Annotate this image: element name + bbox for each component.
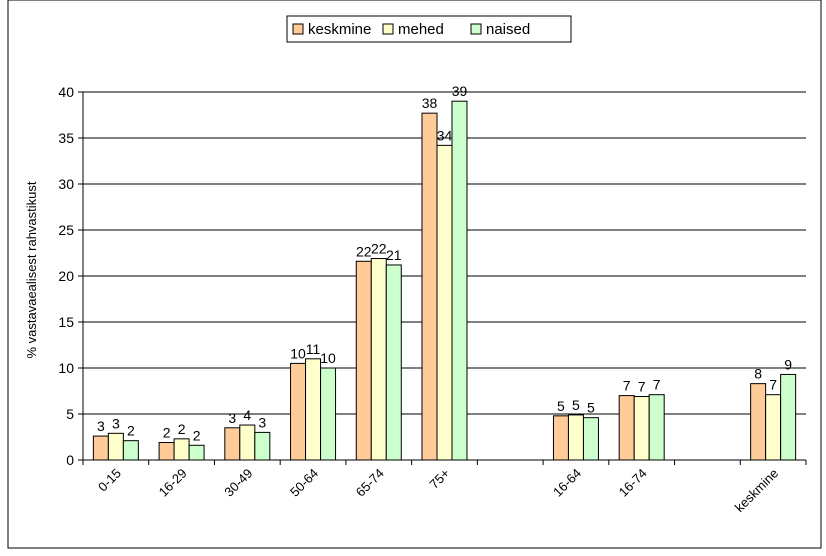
data-label: 4 [243, 407, 251, 423]
legend-swatch-mehed [382, 23, 394, 35]
bar-keskmine-30-49 [224, 427, 241, 461]
data-label: 8 [754, 366, 762, 382]
bar-keskmine-0-15 [92, 435, 109, 461]
y-axis-label: % vastavaealisest rahvastikust [24, 181, 39, 358]
bar-naised-16-74 [648, 394, 665, 461]
y-tick-label: 40 [58, 84, 74, 100]
legend-label-mehed: mehed [398, 21, 444, 38]
bar-naised-30-49 [254, 431, 271, 461]
bar-mehed-16-64 [567, 414, 584, 461]
data-label: 21 [386, 247, 402, 263]
legend: keskmine mehed naised [286, 15, 572, 43]
bar-naised-keskmine [780, 373, 797, 461]
bar-mehed-keskmine [765, 394, 782, 461]
bar-mehed-30-49 [239, 424, 256, 461]
legend-swatch-naised [470, 23, 482, 35]
data-label: 10 [320, 350, 336, 366]
data-label: 3 [228, 410, 236, 426]
data-label: 2 [193, 427, 201, 443]
y-tick-label: 30 [58, 176, 74, 192]
data-label: 2 [163, 425, 171, 441]
legend-box [286, 15, 572, 43]
bar-keskmine-keskmine [750, 383, 767, 461]
data-label: 34 [437, 127, 453, 143]
data-label: 5 [572, 397, 580, 413]
y-tick-label: 10 [58, 360, 74, 376]
bar-keskmine-16-74 [618, 395, 635, 461]
y-tick-label: 5 [66, 406, 74, 422]
y-tick-label: 15 [58, 314, 74, 330]
bar-mehed-65-74 [370, 258, 387, 461]
bar-mehed-75+ [436, 144, 453, 461]
data-label: 22 [371, 241, 387, 257]
data-label: 38 [422, 95, 438, 111]
data-label: 5 [557, 398, 565, 414]
data-label: 7 [769, 377, 777, 393]
data-label: 3 [112, 415, 120, 431]
bar-mehed-50-64 [305, 358, 322, 461]
bar-mehed-0-15 [107, 432, 124, 461]
y-tick-label: 20 [58, 268, 74, 284]
data-label: 10 [290, 345, 306, 361]
bar-keskmine-65-74 [355, 260, 372, 461]
data-label: 22 [356, 243, 372, 259]
bar-keskmine-16-64 [552, 415, 569, 461]
bar-naised-75+ [451, 100, 468, 461]
bar-naised-16-64 [582, 417, 599, 461]
data-label: 39 [452, 83, 468, 99]
bar-naised-16-29 [188, 444, 205, 461]
bar-naised-65-74 [385, 264, 402, 461]
bar-mehed-16-74 [633, 396, 650, 461]
chart-border [7, 0, 822, 549]
data-label: 7 [638, 379, 646, 395]
data-label: 7 [623, 378, 631, 394]
y-tick-label: 0 [66, 452, 74, 468]
legend-label-keskmine: keskmine [308, 21, 371, 38]
y-tick-label: 35 [58, 130, 74, 146]
bar-keskmine-75+ [421, 112, 438, 461]
bar-keskmine-50-64 [290, 362, 307, 461]
legend-label-naised: naised [486, 21, 530, 38]
data-label: 5 [587, 400, 595, 416]
bar-mehed-16-29 [173, 438, 190, 461]
data-label: 2 [127, 423, 135, 439]
bar-naised-50-64 [320, 367, 337, 461]
data-label: 9 [784, 356, 792, 372]
data-label: 3 [97, 418, 105, 434]
bar-keskmine-16-29 [158, 442, 175, 461]
data-label: 3 [258, 414, 266, 430]
data-label: 7 [653, 377, 661, 393]
data-label: 11 [306, 341, 321, 357]
data-label: 2 [178, 421, 186, 437]
legend-swatch-keskmine [292, 23, 304, 35]
bar-naised-0-15 [122, 440, 139, 461]
y-tick-label: 25 [58, 222, 74, 238]
